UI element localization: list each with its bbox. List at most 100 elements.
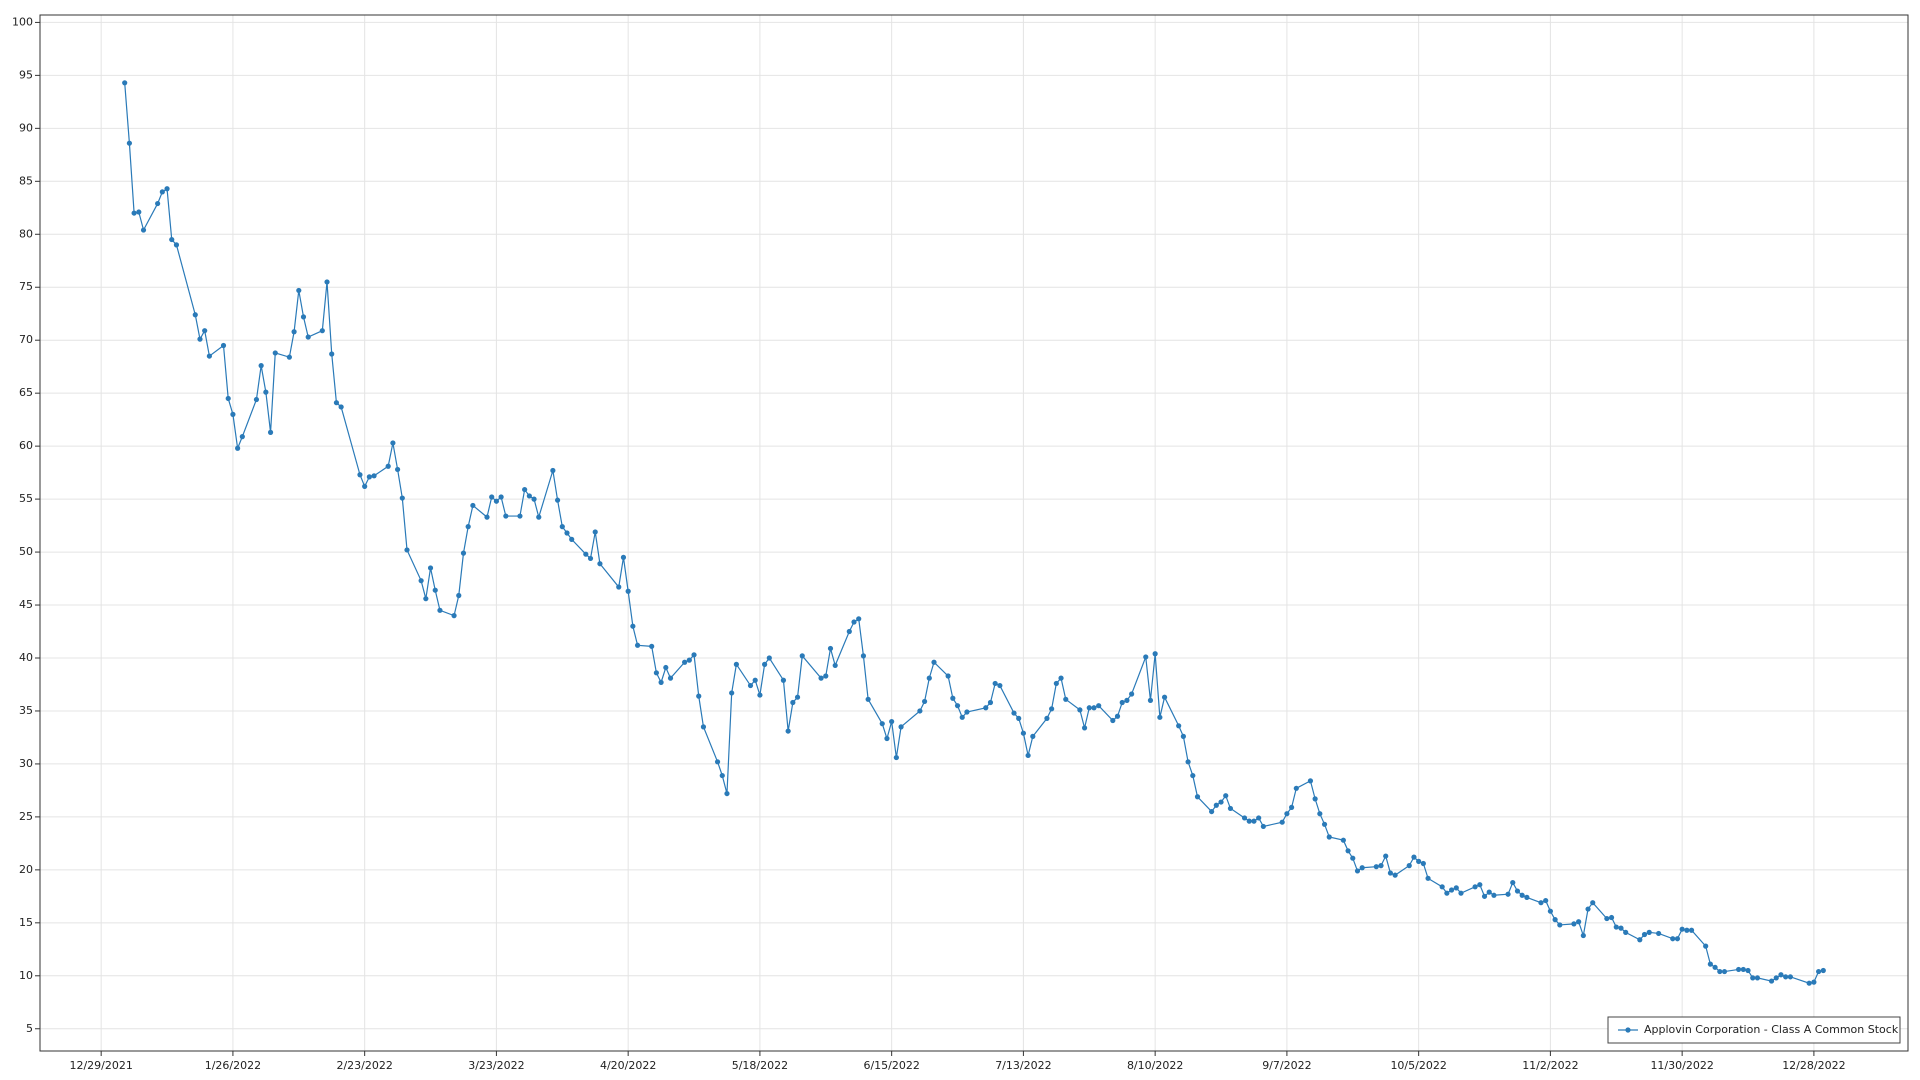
data-point — [1213, 802, 1219, 808]
data-point — [366, 474, 372, 480]
data-point — [235, 445, 241, 451]
data-point — [1787, 974, 1793, 980]
data-point — [564, 530, 570, 536]
data-point — [451, 613, 457, 619]
data-point — [390, 440, 396, 446]
data-point — [1604, 915, 1610, 922]
data-point — [385, 463, 391, 469]
data-point — [489, 494, 495, 500]
y-tick-label: 75 — [19, 280, 33, 293]
data-point — [1491, 892, 1497, 898]
data-point — [333, 400, 340, 406]
data-point — [1707, 961, 1713, 967]
data-point — [1077, 707, 1083, 713]
y-tick-label: 95 — [19, 68, 33, 81]
data-point — [1472, 884, 1478, 890]
data-point — [300, 314, 307, 320]
data-point — [964, 709, 970, 715]
x-tick-label: 3/23/2022 — [468, 1059, 524, 1072]
data-point — [1251, 818, 1257, 824]
data-point — [1608, 914, 1615, 921]
data-point — [959, 714, 965, 720]
data-point — [531, 496, 537, 502]
x-tick-label: 11/30/2022 — [1650, 1059, 1713, 1072]
data-point — [1453, 885, 1459, 891]
data-point — [371, 473, 377, 479]
data-point — [493, 498, 500, 504]
y-tick-label: 80 — [19, 227, 33, 240]
data-point — [1717, 968, 1723, 975]
data-point — [1580, 932, 1586, 939]
data-point — [823, 673, 829, 679]
data-point — [663, 664, 669, 671]
data-point — [987, 699, 994, 706]
data-point — [503, 513, 509, 519]
data-point — [1552, 917, 1558, 923]
data-point — [667, 675, 674, 681]
data-point — [1618, 925, 1624, 931]
data-point — [225, 395, 231, 402]
data-point — [846, 628, 852, 635]
x-tick-label: 6/15/2022 — [863, 1059, 919, 1072]
data-point — [658, 679, 664, 685]
data-point — [550, 467, 556, 474]
data-point — [832, 662, 838, 669]
data-point — [522, 486, 528, 493]
data-point — [827, 645, 834, 652]
data-point — [140, 227, 147, 233]
data-point — [155, 200, 161, 207]
x-tick-label: 7/13/2022 — [995, 1059, 1051, 1072]
data-point — [917, 708, 923, 714]
data-point — [1161, 694, 1168, 700]
data-point — [206, 353, 212, 359]
y-tick-label: 100 — [12, 15, 33, 28]
data-point — [794, 694, 801, 700]
data-point — [253, 396, 260, 403]
y-tick-label: 35 — [19, 704, 33, 717]
data-point — [1745, 967, 1751, 974]
x-tick-label: 1/26/2022 — [205, 1059, 261, 1072]
data-point — [1321, 821, 1328, 827]
data-point — [362, 483, 368, 489]
data-point — [865, 696, 871, 702]
data-point — [1783, 974, 1789, 980]
data-point — [1016, 715, 1022, 721]
data-point — [780, 677, 787, 683]
data-point — [686, 657, 692, 663]
data-point — [456, 592, 462, 599]
data-point — [1547, 908, 1553, 914]
data-point — [1209, 808, 1215, 815]
data-point — [484, 514, 490, 520]
data-point — [338, 404, 344, 410]
data-point — [404, 547, 410, 553]
data-point — [747, 682, 754, 689]
data-point — [1411, 854, 1417, 860]
x-tick-label: 12/29/2021 — [69, 1059, 132, 1072]
data-point — [583, 551, 589, 557]
data-point — [291, 329, 297, 335]
data-point — [1143, 654, 1149, 660]
data-point — [131, 210, 137, 216]
data-point — [1458, 890, 1464, 896]
data-point — [898, 724, 904, 730]
legend: Applovin Corporation - Class A Common St… — [1607, 1016, 1901, 1044]
data-point — [460, 550, 467, 556]
data-point — [1703, 943, 1709, 949]
data-point — [169, 236, 175, 243]
data-point — [757, 692, 763, 698]
data-point — [884, 735, 890, 742]
data-point — [272, 350, 278, 356]
data-point — [1519, 892, 1525, 898]
data-point — [799, 653, 805, 659]
data-point — [1684, 927, 1690, 933]
data-point — [634, 642, 641, 648]
data-point — [893, 754, 899, 761]
data-point — [762, 661, 768, 667]
data-point — [357, 472, 363, 478]
data-point — [1656, 930, 1662, 937]
data-point — [1124, 697, 1130, 703]
x-tick-label: 8/10/2022 — [1127, 1059, 1183, 1072]
data-point — [1773, 975, 1779, 981]
x-tick-label: 9/7/2022 — [1262, 1059, 1311, 1072]
data-point — [997, 682, 1003, 689]
